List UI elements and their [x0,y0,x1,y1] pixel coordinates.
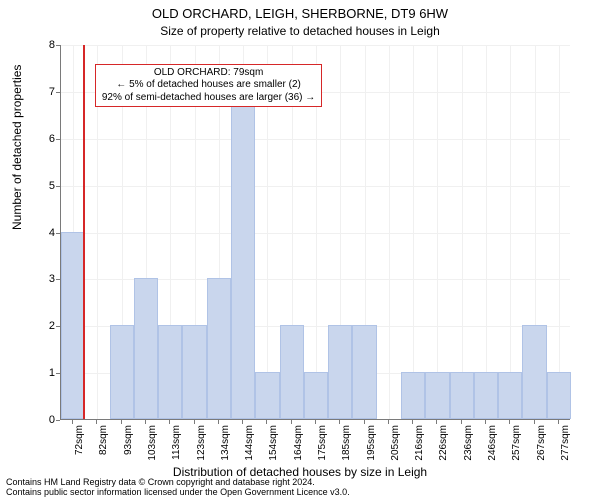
ytick-mark [56,92,60,93]
ytick-label: 0 [35,414,55,426]
xtick-mark [339,420,340,424]
gridline-v [462,45,463,419]
xtick-label: 175sqm [317,425,328,465]
histogram-bar [450,372,474,419]
xtick-mark [436,420,437,424]
xtick-label: 257sqm [511,425,522,465]
histogram-bar [498,372,522,419]
histogram-bar [352,325,376,419]
histogram-bar [328,325,352,419]
xtick-label: 277sqm [560,425,571,465]
ytick-mark [56,279,60,280]
plot-area: OLD ORCHARD: 79sqm← 5% of detached house… [60,45,570,420]
annotation-line2: ← 5% of detached houses are smaller (2) [102,79,315,92]
xtick-label: 154sqm [268,425,279,465]
ytick-label: 8 [35,39,55,51]
xtick-mark [218,420,219,424]
y-axis-label: Number of detached properties [10,65,24,230]
ytick-label: 1 [35,367,55,379]
histogram-bar [425,372,449,419]
xtick-mark [169,420,170,424]
gridline-v [510,45,511,419]
histogram-bar [255,372,279,419]
annotation-box: OLD ORCHARD: 79sqm← 5% of detached house… [95,64,322,108]
xtick-mark [509,420,510,424]
ytick-label: 7 [35,86,55,98]
ytick-mark [56,326,60,327]
xtick-mark [96,420,97,424]
xtick-label: 113sqm [171,425,182,465]
histogram-bar [231,91,255,419]
xtick-mark [388,420,389,424]
footer-line2: Contains public sector information licen… [6,488,350,498]
xtick-label: 267sqm [536,425,547,465]
xtick-label: 185sqm [341,425,352,465]
xtick-mark [242,420,243,424]
xtick-label: 216sqm [414,425,425,465]
xtick-label: 123sqm [196,425,207,465]
xtick-label: 82sqm [98,425,109,465]
histogram-bar [304,372,328,419]
reference-line [83,45,85,419]
chart-footer: Contains HM Land Registry data © Crown c… [6,478,350,498]
xtick-mark [315,420,316,424]
ytick-mark [56,233,60,234]
histogram-bar [474,372,498,419]
xtick-mark [558,420,559,424]
chart-title-main: OLD ORCHARD, LEIGH, SHERBORNE, DT9 6HW [0,6,600,21]
annotation-line3: 92% of semi-detached houses are larger (… [102,92,315,105]
xtick-label: 134sqm [220,425,231,465]
xtick-label: 93sqm [123,425,134,465]
histogram-bar [280,325,304,419]
xtick-label: 205sqm [390,425,401,465]
xtick-label: 246sqm [487,425,498,465]
xtick-mark [461,420,462,424]
xtick-mark [121,420,122,424]
gridline-v [559,45,560,419]
histogram-bar [522,325,546,419]
xtick-label: 236sqm [463,425,474,465]
xtick-mark [364,420,365,424]
ytick-mark [56,420,60,421]
histogram-bar [61,232,85,420]
gridline-v [437,45,438,419]
ytick-mark [56,373,60,374]
xtick-mark [485,420,486,424]
histogram-bar [547,372,571,419]
xtick-label: 195sqm [366,425,377,465]
histogram-bar [182,325,206,419]
ytick-label: 2 [35,320,55,332]
xtick-mark [194,420,195,424]
ytick-label: 6 [35,133,55,145]
xtick-mark [266,420,267,424]
histogram-bar [401,372,425,419]
histogram-bar [207,278,231,419]
ytick-mark [56,45,60,46]
xtick-label: 164sqm [293,425,304,465]
annotation-line1: OLD ORCHARD: 79sqm [102,67,315,80]
gridline-v [413,45,414,419]
histogram-bar [158,325,182,419]
chart-title-sub: Size of property relative to detached ho… [0,24,600,38]
xtick-label: 103sqm [147,425,158,465]
xtick-label: 144sqm [244,425,255,465]
ytick-label: 4 [35,227,55,239]
xtick-mark [72,420,73,424]
chart-container: OLD ORCHARD, LEIGH, SHERBORNE, DT9 6HW S… [0,0,600,500]
gridline-v [486,45,487,419]
histogram-bar [110,325,134,419]
ytick-mark [56,186,60,187]
xtick-mark [412,420,413,424]
ytick-label: 3 [35,273,55,285]
xtick-label: 226sqm [438,425,449,465]
ytick-label: 5 [35,180,55,192]
xtick-mark [145,420,146,424]
xtick-mark [291,420,292,424]
ytick-mark [56,139,60,140]
xtick-label: 72sqm [74,425,85,465]
gridline-v [389,45,390,419]
histogram-bar [134,278,158,419]
xtick-mark [534,420,535,424]
